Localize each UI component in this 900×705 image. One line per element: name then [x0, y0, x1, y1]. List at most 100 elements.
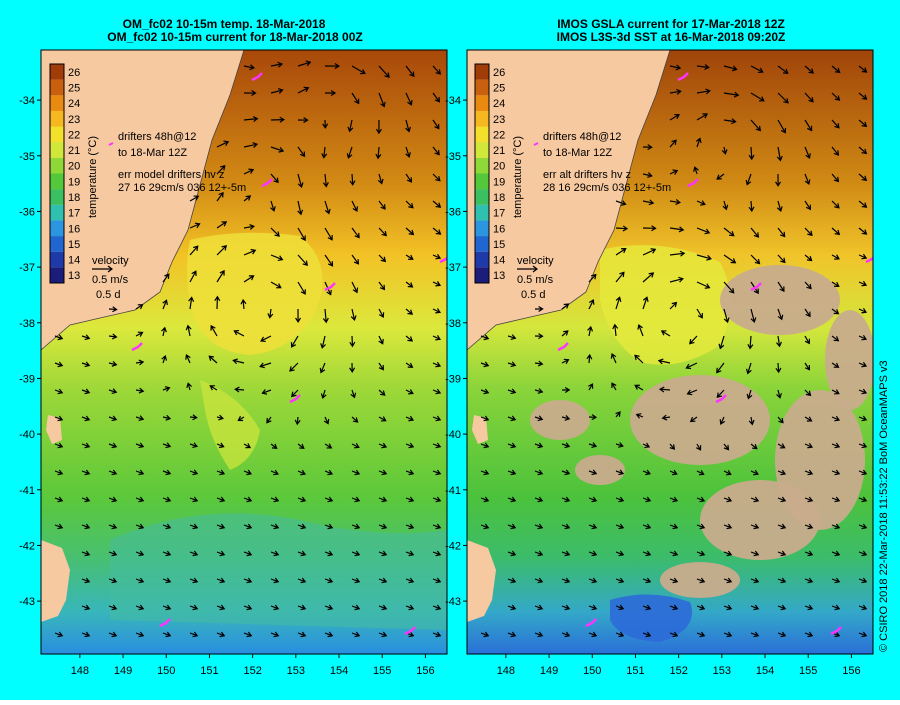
current-arrow — [804, 119, 813, 132]
current-arrow — [642, 469, 651, 476]
colorbar-tick-label: 26 — [493, 67, 505, 79]
colorbar-segment — [475, 126, 489, 143]
current-arrow — [378, 550, 388, 557]
current-arrow — [216, 269, 225, 283]
x-tick-label: 148 — [497, 665, 515, 677]
y-tick-label: -40 — [19, 429, 35, 441]
current-arrow — [432, 388, 442, 395]
current-arrow — [534, 469, 544, 476]
current-arrow — [432, 119, 440, 130]
left-legend-annotations: drifters 48h@12 to 18-Mar 12Z err model … — [92, 131, 246, 301]
x-tick-label: 152 — [243, 665, 261, 677]
current-arrow — [642, 523, 652, 530]
current-arrow — [185, 353, 191, 364]
colorbar-tick-label: 22 — [68, 129, 80, 141]
current-arrow — [750, 496, 760, 503]
current-arrow — [432, 577, 442, 584]
current-arrow — [588, 383, 594, 391]
current-arrow — [324, 496, 334, 503]
current-arrow — [243, 469, 253, 476]
current-arrow — [261, 389, 272, 395]
current-arrow — [716, 173, 725, 180]
colorbar-tick-label: 26 — [68, 67, 80, 79]
y-tick-label: -37 — [19, 262, 35, 274]
current-arrow — [507, 496, 517, 503]
current-arrow — [804, 254, 813, 262]
colorbar-segment — [475, 64, 489, 80]
current-arrow — [804, 281, 812, 290]
drifter-track — [585, 618, 597, 628]
cloud-mask-patch — [530, 400, 590, 440]
current-arrow — [81, 604, 91, 611]
current-arrow — [216, 523, 226, 530]
current-arrow — [270, 88, 284, 94]
drifter-track — [687, 178, 699, 188]
current-arrow — [297, 146, 306, 158]
y-tick-label: -41 — [19, 485, 35, 497]
current-arrow — [270, 469, 279, 476]
current-arrow — [351, 227, 360, 239]
current-arrow — [804, 308, 811, 318]
drifter-track — [404, 626, 416, 636]
current-arrow — [831, 227, 841, 236]
current-arrow — [405, 227, 415, 236]
current-arrow — [660, 330, 671, 337]
y-tick-label: -35 — [445, 151, 461, 163]
current-arrow — [108, 550, 118, 557]
drifter-track — [251, 72, 263, 82]
current-arrow — [858, 200, 868, 208]
current-arrow — [804, 227, 813, 237]
current-arrow — [320, 389, 327, 400]
current-arrow — [351, 416, 359, 423]
current-arrow — [831, 442, 841, 449]
current-arrow — [405, 415, 415, 422]
current-arrow — [432, 253, 442, 260]
current-arrow — [322, 173, 329, 188]
current-arrow — [81, 415, 91, 422]
current-arrow — [534, 550, 544, 557]
current-arrow — [831, 281, 840, 287]
current-arrow — [378, 604, 388, 611]
current-arrow — [135, 359, 145, 366]
colorbar-tick-label: 18 — [68, 192, 80, 204]
current-arrow — [297, 469, 306, 476]
current-arrow — [657, 358, 671, 365]
current-arrow — [696, 523, 706, 530]
current-arrow — [777, 550, 787, 557]
current-arrow — [696, 64, 710, 71]
y-tick-label: -41 — [445, 485, 461, 497]
x-tick-label: 152 — [669, 665, 687, 677]
current-arrow — [432, 92, 441, 103]
current-arrow — [405, 308, 414, 315]
right-velocity-days: 0.5 d — [521, 289, 545, 301]
current-arrow — [216, 442, 225, 449]
current-arrow — [324, 577, 334, 584]
current-arrow — [189, 222, 201, 229]
current-arrow — [189, 270, 197, 283]
current-arrow — [405, 200, 414, 209]
colorbar-tick-label: 20 — [493, 161, 505, 173]
current-arrow — [189, 469, 199, 476]
current-arrow — [405, 550, 415, 557]
current-arrow — [294, 416, 301, 426]
current-arrow — [243, 275, 255, 283]
current-arrow — [534, 305, 544, 312]
current-arrow — [135, 550, 145, 557]
current-arrow — [561, 442, 571, 449]
left-velocity-title: velocity — [92, 255, 129, 267]
current-arrow — [831, 65, 841, 74]
current-arrow — [750, 550, 760, 557]
current-arrow — [642, 577, 652, 584]
current-arrow — [324, 523, 334, 530]
current-arrow — [561, 330, 569, 337]
current-arrow — [615, 248, 627, 256]
current-arrow — [831, 362, 840, 368]
colorbar-segment — [475, 142, 489, 158]
colorbar-tick-label: 21 — [68, 145, 80, 157]
current-arrow — [351, 254, 360, 265]
left-coastline — [41, 50, 245, 351]
colorbar-segment — [475, 189, 489, 205]
current-arrow — [270, 443, 278, 449]
current-arrow — [534, 333, 544, 340]
current-arrow — [81, 388, 91, 395]
